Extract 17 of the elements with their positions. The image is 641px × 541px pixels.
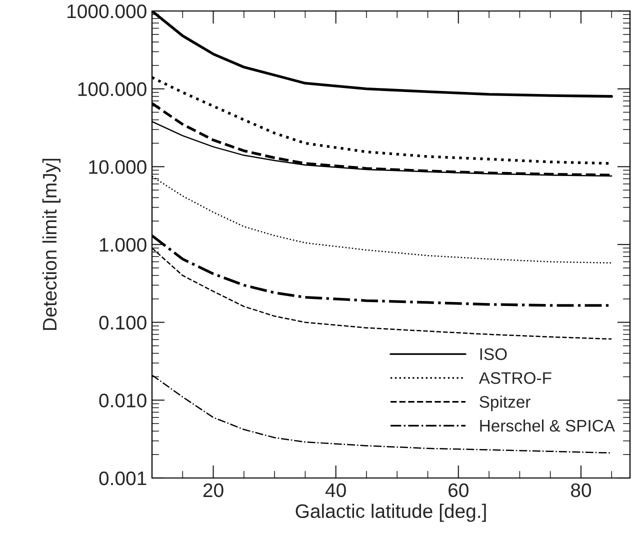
legend-label: ISO [480,348,507,360]
y-tick-label: 0.010 [99,394,146,408]
legend-label: Spitzer [480,396,530,412]
y-tick-label: 100.000 [78,82,146,96]
legend-label: Herschel & SPICA [480,419,615,432]
x-axis-title: Galactic latitude [deg.] [296,504,486,522]
y-tick-label: 0.100 [99,316,146,330]
y-tick-label: 1.000 [100,238,146,252]
x-tick-label: 20 [203,483,224,498]
x-tick-label: 40 [325,483,346,498]
x-tick-label: 80 [571,483,592,498]
y-axis-title: Detection limit [mJy] [42,158,60,330]
x-tick-label: 60 [448,483,468,498]
y-tick-label: 0.001 [99,471,146,486]
y-tick-label: 1000.000 [68,4,146,18]
y-tick-label: 10.000 [89,160,146,174]
legend-label: ASTRO-F [478,372,552,384]
